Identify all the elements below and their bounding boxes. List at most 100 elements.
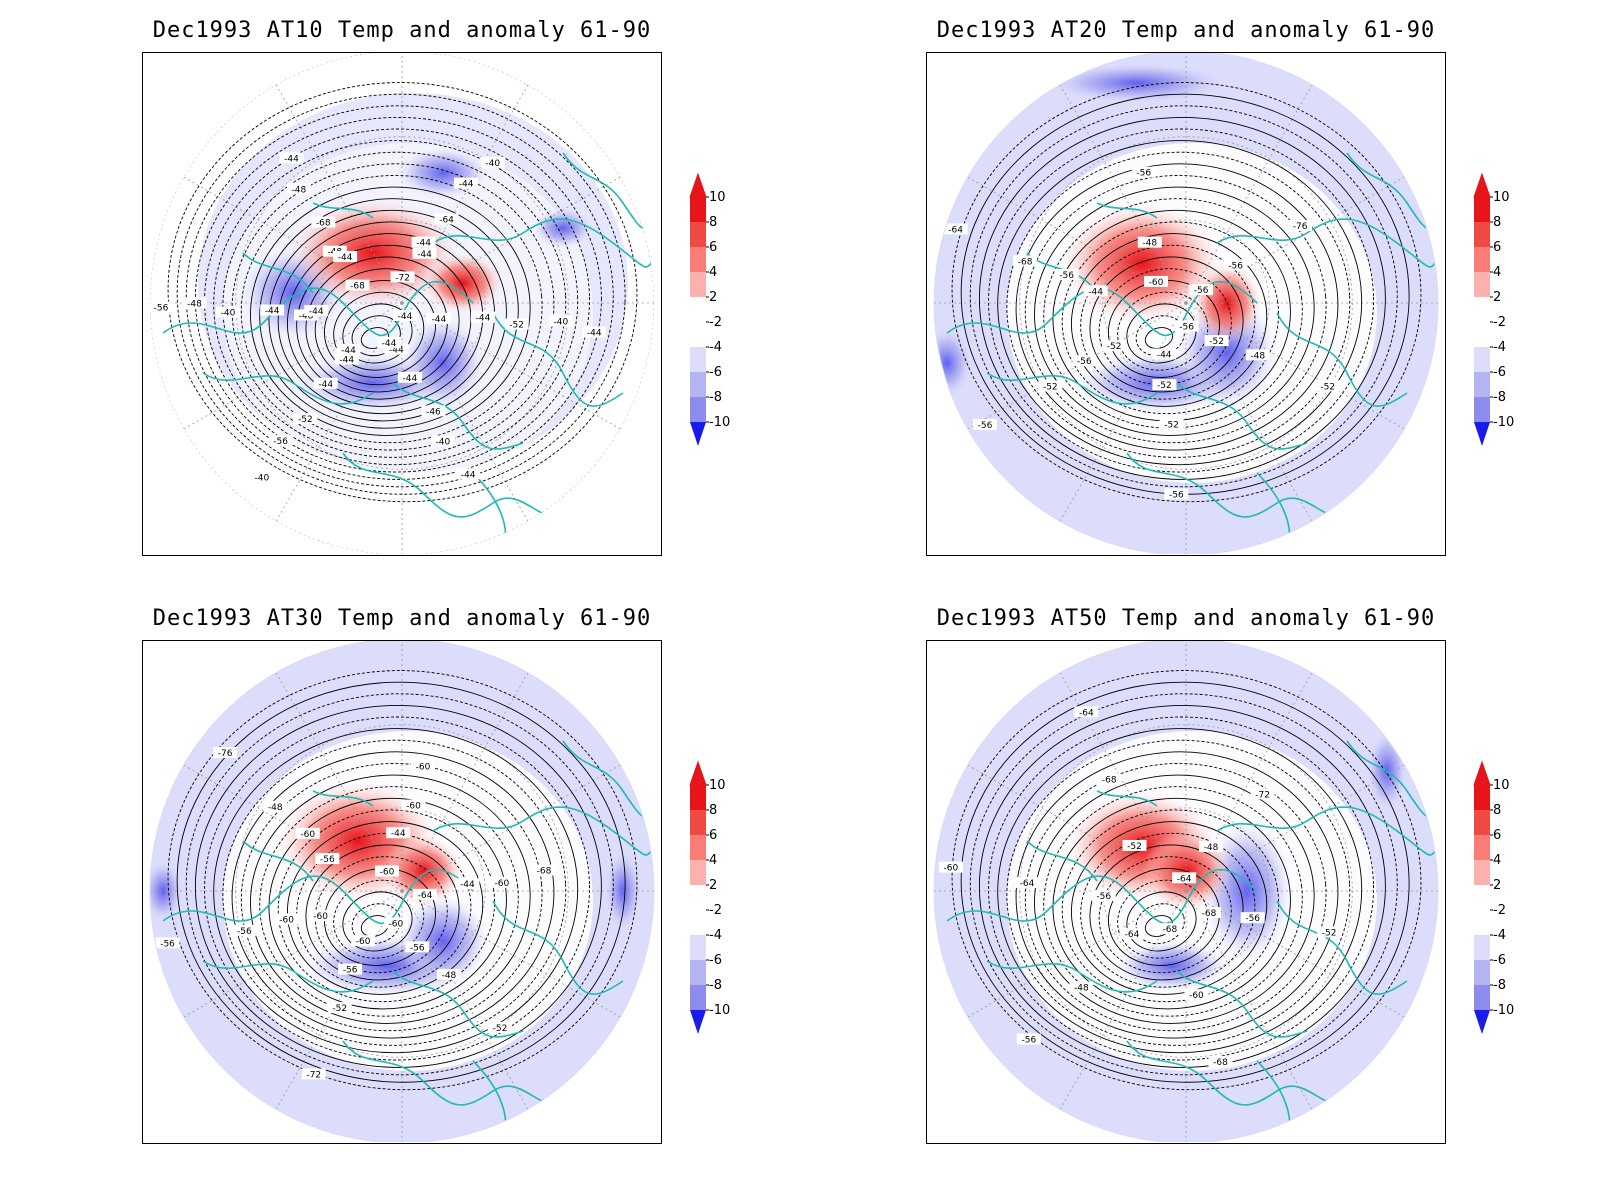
contour-label: -56: [1179, 323, 1194, 333]
isotherm-contour: [240, 762, 543, 1032]
colorbar-svg: [1473, 172, 1494, 446]
contour-label: -44: [461, 470, 476, 480]
contour-label-bg: [1250, 788, 1275, 800]
contour-label: -44: [417, 250, 432, 260]
meridian-line: [401, 84, 529, 304]
colorbar-label: 4: [709, 265, 718, 280]
map-content: -44-44-44-48-48-44-44-46-52-40-48-44-40-…: [150, 53, 654, 554]
contour-label: -68: [316, 219, 331, 229]
contour-label-bg: [150, 301, 173, 313]
isotherm-contour: [1098, 268, 1232, 386]
contour-label: -52: [1127, 842, 1142, 852]
contour-label-bg: [376, 336, 401, 348]
isotherm-contour: [1080, 832, 1256, 988]
meridian-line: [967, 764, 1187, 892]
contour-label-bg: [454, 177, 479, 189]
contour-label: -48: [1250, 351, 1265, 361]
contour-label-bg: [301, 1068, 326, 1080]
contour-label-bg: [1240, 912, 1265, 924]
map-svg: -68 -64 -56 -52 -48 -56 -60 -48 -64 -68 -72 -52 -68 -…: [933, 641, 1439, 1142]
contour-label: -60: [313, 912, 328, 922]
contour-label: -52: [1322, 928, 1337, 938]
cold-anomaly: [1047, 63, 1227, 103]
contour-label-bg: [1152, 379, 1177, 391]
colorbar-label: 8: [1493, 803, 1502, 818]
colorbar-label: -10: [1493, 1003, 1515, 1018]
contour-label-bg: [1131, 166, 1156, 178]
colorbar-label: 2: [709, 878, 718, 893]
meridian-line: [275, 672, 403, 892]
colorbar-segment: [1474, 297, 1490, 322]
isotherm-contour: [296, 832, 472, 988]
map-svg: -44-44-44-48-48-44-44-46-52-40-48-44-40-…: [150, 53, 654, 554]
contour-label: -44: [284, 154, 299, 164]
colorbar-segment: [1474, 322, 1490, 347]
coastline: [1176, 382, 1308, 450]
contour-label: -56: [1059, 271, 1074, 281]
isotherm-contour: [351, 315, 401, 357]
colorbar-label: -8: [709, 390, 722, 405]
isotherm-contour: [194, 704, 602, 1068]
contour-label-bg: [548, 315, 573, 327]
contour-label-bg: [213, 746, 238, 758]
isotherm-contour: [176, 93, 626, 495]
isotherm-contour: [259, 198, 519, 429]
colorbar-segment: [1474, 272, 1490, 297]
contour-label-bg: [1223, 259, 1248, 271]
contour-label: -56: [1136, 169, 1151, 179]
colorbar-label: 6: [1493, 828, 1502, 843]
contour-label-bg: [1189, 284, 1214, 296]
contour-label-bg: [972, 418, 997, 430]
colorbar-label: 4: [709, 853, 718, 868]
contour-label: -56: [273, 437, 288, 447]
colorbar-label: -10: [1493, 415, 1515, 430]
contour-label: -76: [218, 749, 233, 759]
coastline: [202, 372, 374, 405]
isotherm-contour: [305, 844, 460, 981]
isotherm-contour: [1034, 186, 1315, 436]
contour-label-bg: [327, 1002, 352, 1014]
contour-label-bg: [430, 435, 455, 447]
colorbar-segment: [690, 397, 706, 422]
meridian-line: [401, 672, 529, 892]
coastline: [342, 1040, 574, 1107]
contour-label: -44: [318, 380, 333, 390]
colorbar-label: -4: [1493, 928, 1506, 943]
contour-label-bg: [393, 310, 417, 321]
map-limb: [933, 53, 1439, 554]
contour-label-bg: [1172, 872, 1197, 884]
meridian-line: [1185, 672, 1313, 892]
contour-label: -60: [356, 937, 371, 947]
colorbar-label: -2: [1493, 903, 1506, 918]
contour-label-bg: [232, 924, 257, 936]
contour-label-bg: [426, 312, 451, 324]
coastline: [946, 868, 1258, 925]
colorbar-label: 8: [709, 803, 718, 818]
colorbar-segment: [1474, 960, 1490, 985]
isotherm-contour: [185, 693, 614, 1076]
meridian-line: [401, 302, 621, 430]
coastline: [1276, 312, 1408, 407]
colorbar-segment: [1474, 860, 1490, 885]
latitude-circle: [318, 219, 486, 387]
contour-label: -52: [493, 1024, 508, 1034]
contour-label: -68: [537, 867, 552, 877]
isotherm-contour: [277, 221, 496, 415]
isotherm-contour: [333, 291, 425, 371]
contour-label: -52: [1209, 337, 1224, 347]
contour-label: -52: [1157, 381, 1172, 391]
colorbar-segment: [1474, 347, 1490, 372]
isotherm-contour: [333, 879, 425, 959]
colorbar-label: -6: [709, 953, 722, 968]
contour-label-bg: [488, 1021, 513, 1033]
colorbar-segment: [1474, 397, 1490, 422]
contour-label-bg: [410, 760, 435, 772]
contour-label: -52: [509, 321, 524, 331]
coastline: [432, 218, 654, 268]
contour-label: -56: [1022, 1035, 1037, 1045]
contour-label: -64: [1079, 708, 1094, 718]
contour-label-bg: [401, 799, 426, 811]
contour-label: -44: [1157, 350, 1172, 360]
contour-label: -64: [1177, 874, 1192, 884]
coastline: [162, 868, 474, 925]
